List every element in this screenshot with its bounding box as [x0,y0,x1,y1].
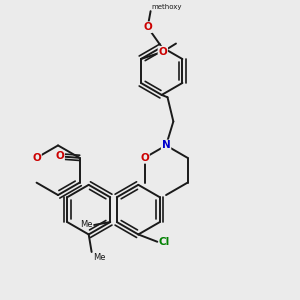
Text: O: O [143,22,152,32]
Text: Me: Me [93,254,106,262]
Text: O: O [140,153,149,163]
Text: Cl: Cl [158,237,169,247]
Text: N: N [162,140,170,150]
Text: methoxy: methoxy [152,4,182,10]
Text: Me: Me [80,220,93,230]
Text: O: O [158,47,167,57]
Text: O: O [55,152,64,161]
Text: O: O [32,153,41,163]
